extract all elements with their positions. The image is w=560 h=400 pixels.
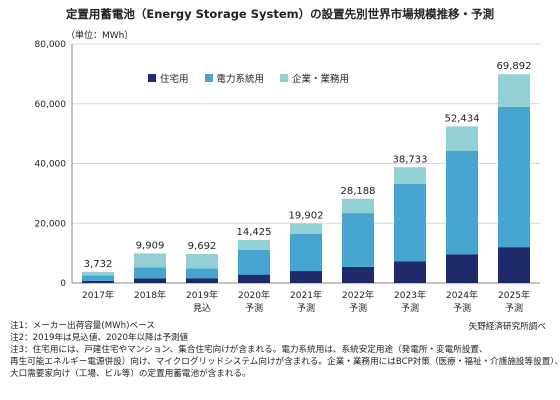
x-tick-label: 2018年 bbox=[134, 289, 166, 301]
footnote-2: 注2：2019年は見込値、2020年以降は予測値 bbox=[10, 332, 550, 344]
x-tick-sublabel: 予測 bbox=[401, 302, 419, 314]
bar-total-label: 14,425 bbox=[237, 227, 272, 238]
bar-segment-grid bbox=[134, 267, 166, 278]
stacked-bar-chart: 0 20,000 40,000 60,000 80,000 3,732 2017年 9,909… bbox=[0, 0, 560, 320]
bar-segment-commercial bbox=[82, 272, 114, 276]
bar-segment-commercial bbox=[498, 74, 530, 107]
y-tick-label: 20,000 bbox=[35, 219, 67, 229]
bar-total-label: 19,902 bbox=[289, 211, 324, 222]
bar-segment-residential bbox=[290, 271, 322, 283]
bar-total-label: 3,732 bbox=[84, 259, 113, 270]
bar-segment-grid bbox=[342, 213, 374, 267]
bar-segment-grid bbox=[446, 151, 478, 255]
legend-label-commercial: 企業・業務用 bbox=[292, 71, 349, 85]
bar-total-label: 38,733 bbox=[393, 154, 428, 165]
footnote-3-cont-2: 大口需要家向け（工場、ビル等）の定置用蓄電池が含まれる。 bbox=[10, 368, 550, 380]
bar-segment-residential bbox=[82, 281, 114, 283]
y-tick-label: 60,000 bbox=[35, 100, 67, 110]
legend-item-residential: 住宅用 bbox=[148, 71, 189, 85]
y-tick-label: 40,000 bbox=[35, 160, 67, 170]
x-tick-label: 2021年 bbox=[290, 289, 322, 301]
x-tick-label: 2025年 bbox=[498, 289, 530, 301]
x-tick-label: 2017年 bbox=[82, 289, 114, 301]
bar-segment-residential bbox=[134, 279, 166, 283]
legend-label-residential: 住宅用 bbox=[160, 71, 189, 85]
legend-item-grid: 電力系統用 bbox=[205, 71, 265, 85]
x-tick-label: 2020年 bbox=[238, 289, 270, 301]
bar-segment-commercial bbox=[342, 199, 374, 213]
x-tick-label: 2024年 bbox=[446, 289, 478, 301]
x-tick-sublabel: 予測 bbox=[297, 302, 315, 314]
bar-segment-commercial bbox=[394, 167, 426, 184]
bar-segment-residential bbox=[238, 275, 270, 283]
legend-swatch-residential bbox=[148, 74, 156, 82]
x-tick-label: 2022年 bbox=[342, 289, 374, 301]
bar-segment-residential bbox=[446, 254, 478, 283]
bar-segment-commercial bbox=[134, 253, 166, 267]
bar-segment-grid bbox=[238, 250, 270, 275]
bar-segment-grid bbox=[82, 276, 114, 281]
source-credit: 矢野経済研究所調べ bbox=[469, 320, 546, 332]
legend-label-grid: 電力系統用 bbox=[217, 71, 265, 85]
legend-swatch-commercial bbox=[280, 74, 288, 82]
y-tick-label: 80,000 bbox=[35, 40, 67, 50]
x-tick-sublabel: 予測 bbox=[505, 302, 523, 314]
x-tick-sublabel: 見込 bbox=[193, 303, 211, 314]
bar-segment-commercial bbox=[186, 254, 218, 268]
x-tick-sublabel: 予測 bbox=[453, 302, 471, 314]
x-tick-sublabel: 予測 bbox=[349, 302, 367, 314]
bar-segment-grid bbox=[498, 107, 530, 247]
x-tick-label: 2019年 bbox=[186, 289, 218, 301]
bar-segment-residential bbox=[394, 261, 426, 283]
bar-segment-residential bbox=[498, 247, 530, 283]
y-tick-label: 0 bbox=[60, 279, 66, 289]
x-tick-label: 2023年 bbox=[394, 289, 426, 301]
bar-segment-grid bbox=[186, 268, 218, 278]
bar-total-label: 52,434 bbox=[445, 113, 480, 124]
legend: 住宅用 電力系統用 企業・業務用 bbox=[148, 71, 349, 85]
bar-total-label: 9,909 bbox=[136, 240, 165, 251]
bar-segment-commercial bbox=[238, 240, 270, 250]
bar-segment-grid bbox=[394, 184, 426, 262]
legend-item-commercial: 企業・業務用 bbox=[280, 71, 349, 85]
bar-segment-commercial bbox=[446, 126, 478, 150]
x-tick-sublabel: 予測 bbox=[245, 302, 263, 314]
bar-total-label: 9,692 bbox=[188, 241, 217, 252]
footnote-3-cont-1: 再生可能エネルギー電源併設）向け、マイクログリッドシステム向けが含まれる。企業・… bbox=[10, 356, 550, 368]
bar-total-label: 28,188 bbox=[341, 186, 376, 197]
bar-total-label: 69,892 bbox=[497, 61, 532, 72]
legend-swatch-grid bbox=[205, 74, 213, 82]
bar-segment-grid bbox=[290, 234, 322, 271]
bar-segment-residential bbox=[342, 267, 374, 283]
bar-segment-commercial bbox=[290, 224, 322, 234]
footnote-3: 注3：住宅用には、戸建住宅やマンション、集合住宅向けが含まれる。電力系統用は、系… bbox=[10, 344, 550, 356]
bar-segment-residential bbox=[186, 278, 218, 283]
